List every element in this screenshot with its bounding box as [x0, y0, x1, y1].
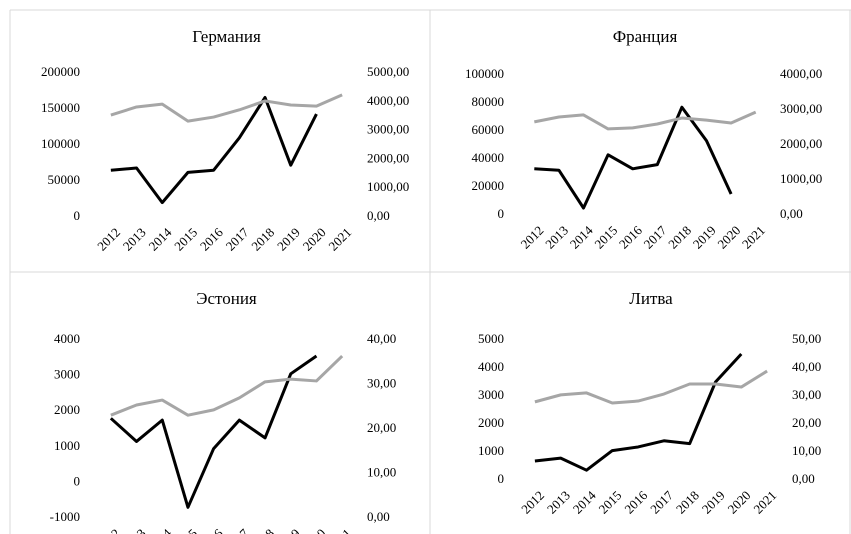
- y2-tick-label: 4000,00: [780, 66, 822, 81]
- series-line: [110, 93, 343, 123]
- y-tick-label: 1000: [478, 443, 504, 458]
- y-tick-label: 20000: [472, 178, 505, 193]
- x-tick-label: 2013: [120, 526, 149, 534]
- chart-title: Литва: [629, 289, 673, 308]
- x-tick-label: 2014: [145, 525, 174, 534]
- series-line: [534, 105, 733, 210]
- series-line: [534, 369, 768, 405]
- y-tick-label: 60000: [472, 122, 505, 137]
- y2-tick-label: 20,00: [367, 420, 396, 435]
- series-line: [110, 354, 344, 417]
- x-tick-label: 2020: [300, 526, 329, 534]
- y2-tick-label: 10,00: [792, 443, 821, 458]
- y-tick-label: 0: [498, 471, 505, 486]
- x-tick-label: 2012: [94, 526, 123, 534]
- y2-tick-label: 50,00: [792, 331, 821, 346]
- y-tick-label: 200000: [41, 64, 80, 79]
- y-tick-label: 50000: [48, 172, 81, 187]
- x-tick-label: 2021: [325, 526, 354, 534]
- y2-tick-label: 3000,00: [780, 101, 822, 116]
- chart-title: Германия: [192, 27, 261, 46]
- series-line: [534, 110, 757, 131]
- y-tick-label: 0: [498, 206, 505, 221]
- x-tick-label: 2017: [223, 525, 252, 534]
- y2-tick-label: 0,00: [792, 471, 815, 486]
- y-tick-label: 5000: [478, 331, 504, 346]
- y-tick-label: 3000: [478, 387, 504, 402]
- y2-tick-label: 3000,00: [367, 122, 409, 137]
- chart-title: Эстония: [196, 289, 257, 308]
- y-tick-label: 40000: [472, 150, 505, 165]
- y-tick-label: 2000: [54, 402, 80, 417]
- y2-tick-label: 40,00: [792, 359, 821, 374]
- series-line: [534, 352, 743, 472]
- x-tick-label: 2019: [274, 526, 303, 534]
- y2-tick-label: 30,00: [792, 387, 821, 402]
- y-tick-label: 4000: [478, 359, 504, 374]
- series-line: [110, 95, 318, 205]
- y-tick-label: 150000: [41, 100, 80, 115]
- y2-tick-label: 1000,00: [780, 171, 822, 186]
- y-tick-label: 0: [74, 208, 81, 223]
- y-tick-label: 0: [74, 473, 81, 488]
- y-tick-label: -1000: [50, 509, 80, 524]
- y-tick-label: 80000: [472, 94, 505, 109]
- y2-tick-label: 20,00: [792, 415, 821, 430]
- y2-tick-label: 0,00: [780, 206, 803, 221]
- y2-tick-label: 2000,00: [780, 136, 822, 151]
- y2-tick-label: 30,00: [367, 375, 396, 390]
- y2-tick-label: 40,00: [367, 331, 396, 346]
- x-tick-label: 2015: [171, 526, 200, 534]
- y-tick-label: 1000: [54, 438, 80, 453]
- y2-tick-label: 0,00: [367, 509, 390, 524]
- x-tick-label: 2018: [248, 526, 277, 534]
- y2-tick-label: 1000,00: [367, 179, 409, 194]
- x-tick-label: 2016: [197, 525, 226, 534]
- y-tick-label: 4000: [54, 331, 80, 346]
- series-line: [109, 354, 318, 509]
- y2-tick-label: 0,00: [367, 208, 390, 223]
- y-tick-label: 2000: [478, 415, 504, 430]
- y2-tick-label: 4000,00: [367, 93, 409, 108]
- chart-title: Франция: [613, 27, 678, 46]
- y-tick-label: 100000: [41, 136, 80, 151]
- y-tick-label: 100000: [465, 66, 504, 81]
- y2-tick-label: 5000,00: [367, 64, 409, 79]
- y2-tick-label: 2000,00: [367, 150, 409, 165]
- y2-tick-label: 10,00: [367, 464, 396, 479]
- y-tick-label: 3000: [54, 367, 80, 382]
